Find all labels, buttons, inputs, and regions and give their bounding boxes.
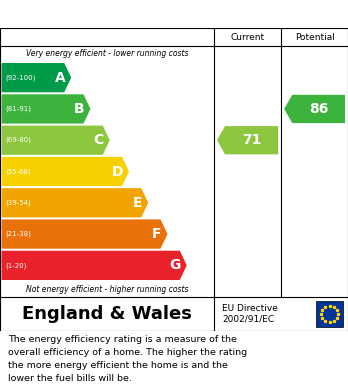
Text: 86: 86 <box>309 102 328 116</box>
Text: (92-100): (92-100) <box>5 74 35 81</box>
Text: Potential: Potential <box>295 32 334 41</box>
Text: C: C <box>94 133 104 147</box>
Polygon shape <box>1 126 110 155</box>
Text: (55-68): (55-68) <box>5 168 31 175</box>
Text: The energy efficiency rating is a measure of the
overall efficiency of a home. T: The energy efficiency rating is a measur… <box>8 335 247 382</box>
Polygon shape <box>284 95 345 123</box>
Text: F: F <box>152 227 161 241</box>
Text: Not energy efficient - higher running costs: Not energy efficient - higher running co… <box>26 285 188 294</box>
Text: Current: Current <box>230 32 265 41</box>
Text: G: G <box>169 258 181 273</box>
Text: A: A <box>54 71 65 84</box>
Polygon shape <box>1 63 71 92</box>
Text: E: E <box>133 196 142 210</box>
Text: EU Directive: EU Directive <box>222 305 278 314</box>
Text: (39-54): (39-54) <box>5 199 31 206</box>
Bar <box>316 301 343 327</box>
Text: (21-38): (21-38) <box>5 231 31 237</box>
Text: England & Wales: England & Wales <box>22 305 192 323</box>
Text: (1-20): (1-20) <box>5 262 26 269</box>
Text: 2002/91/EC: 2002/91/EC <box>222 315 274 324</box>
Text: Energy Efficiency Rating: Energy Efficiency Rating <box>10 7 201 21</box>
Polygon shape <box>1 188 148 217</box>
Text: (81-91): (81-91) <box>5 106 31 112</box>
Polygon shape <box>1 219 167 249</box>
Text: B: B <box>74 102 85 116</box>
Polygon shape <box>1 157 129 186</box>
Text: Very energy efficient - lower running costs: Very energy efficient - lower running co… <box>26 50 188 59</box>
Polygon shape <box>1 251 187 280</box>
Text: D: D <box>111 165 123 179</box>
Text: 71: 71 <box>242 133 261 147</box>
Polygon shape <box>1 94 90 124</box>
Text: (69-80): (69-80) <box>5 137 31 143</box>
Polygon shape <box>217 126 278 154</box>
